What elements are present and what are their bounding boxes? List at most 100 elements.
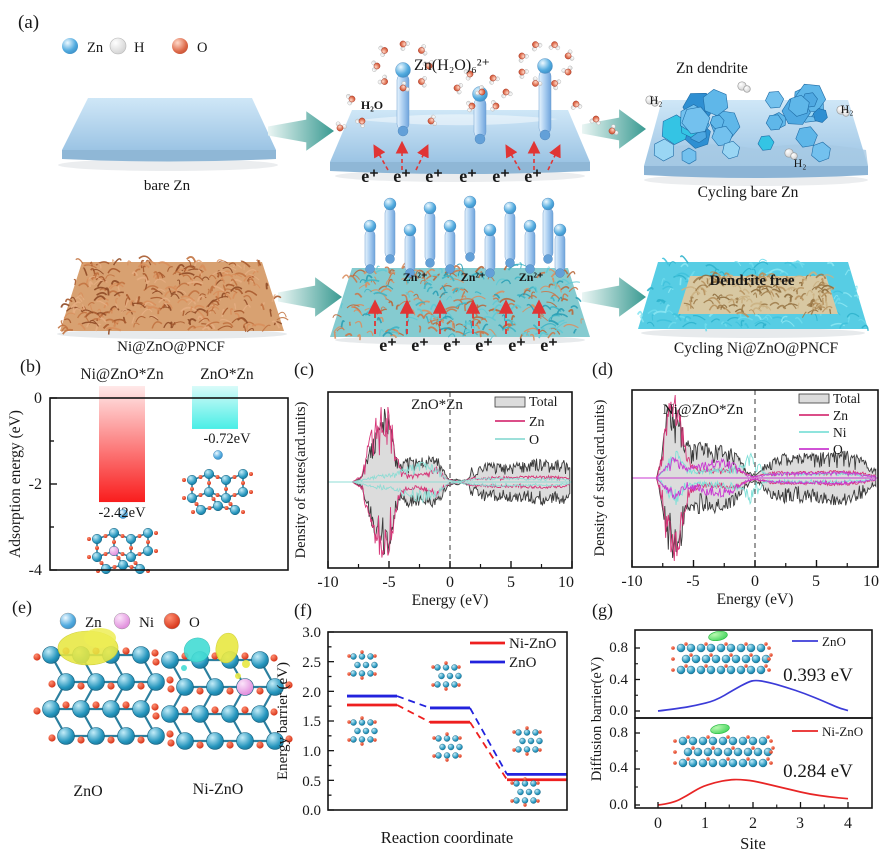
fiber-stroke [273, 295, 282, 300]
fiber-stroke [673, 274, 687, 280]
o-atom [120, 552, 125, 556]
o-atom [706, 735, 710, 739]
fiber-stroke [260, 303, 265, 311]
c-plot-frame [327, 391, 573, 569]
fiber-stroke [78, 282, 90, 288]
zn-atom [523, 746, 531, 753]
panel-b-plot-layer [50, 386, 253, 575]
fiber-stroke [475, 323, 481, 330]
o-atom [684, 664, 688, 668]
zn-atom [738, 736, 748, 746]
o-atom [458, 736, 462, 740]
energy-level-connector [396, 695, 431, 709]
fiber-stroke [70, 301, 81, 309]
fiber-stroke [99, 288, 107, 292]
fiber-stroke [449, 272, 458, 277]
fiber-stroke [441, 275, 455, 282]
zn-dendrite-crystal [765, 91, 785, 109]
fiber-stroke [405, 316, 418, 321]
fiber-stroke [425, 315, 430, 323]
fiber-stroke [340, 320, 346, 328]
adsorption-bar [192, 386, 238, 429]
zn-atom [358, 736, 366, 743]
fiber-stroke [772, 316, 786, 322]
fiber-stroke [821, 297, 825, 306]
zn-atom [358, 670, 366, 677]
fiber-stroke [662, 281, 671, 287]
zn-atom [456, 743, 463, 751]
water-molecule [490, 100, 500, 112]
water-molecule [427, 114, 437, 126]
fiber-stroke [661, 257, 670, 266]
rod-top-atom [503, 201, 517, 215]
fiber-stroke [176, 279, 181, 285]
fiber-stroke [215, 295, 220, 302]
zn-atom [452, 735, 459, 742]
fiber-stroke [829, 308, 832, 315]
zn-atom [716, 665, 726, 675]
o-atom [285, 735, 293, 743]
fiber-stroke [225, 283, 235, 287]
o-atom [87, 555, 91, 559]
diffusion-curve [657, 679, 849, 712]
fiber-stroke [425, 275, 437, 280]
fiber-stroke [186, 280, 204, 285]
o-atom [673, 761, 677, 765]
zn-atom [57, 673, 75, 691]
fiber-stroke [62, 328, 74, 335]
fiber-stroke [113, 318, 127, 324]
fiber-stroke [378, 285, 388, 291]
zn-atom [371, 727, 378, 735]
zn-atom [371, 661, 378, 669]
fiber-stroke [233, 310, 245, 314]
zn-atom [691, 654, 701, 664]
atom-sphere [109, 37, 127, 55]
zn-atom [237, 468, 249, 480]
fiber-stroke [560, 298, 569, 302]
zn-deposit-rod [473, 97, 487, 139]
fiber-stroke [273, 321, 283, 326]
electron-label: e⁺ [492, 166, 510, 186]
fiber-stroke [437, 317, 448, 323]
zn-atom [521, 797, 529, 804]
zn-atom [57, 727, 75, 745]
o-atom [431, 665, 435, 669]
o-atom [373, 672, 377, 676]
o-atom [194, 502, 199, 506]
g-xtick: 0 [654, 815, 662, 832]
panel-f-label: (f) [294, 600, 312, 621]
fiber-stroke [540, 323, 557, 329]
fiber-stroke [748, 262, 755, 268]
fiber-stroke [795, 260, 804, 268]
fiber-stroke [461, 291, 466, 298]
o-atom [466, 70, 474, 78]
o-atom [224, 487, 228, 491]
zn-atom [746, 665, 756, 675]
fiber-stroke [356, 334, 361, 341]
water-molecule [453, 83, 464, 95]
solvated-zinc-label: Zn(H₂O)₆²⁺ [414, 57, 490, 74]
zn-atom [42, 646, 60, 664]
electron-label: e⁺ [475, 335, 493, 355]
atom-sphere [172, 38, 188, 54]
fiber-stroke [243, 325, 247, 332]
fiber-stroke [656, 319, 672, 323]
zn-atom [536, 737, 543, 745]
o-atom [769, 761, 773, 765]
fiber-stroke [764, 314, 773, 319]
zn-atom [676, 643, 686, 653]
fiber-stroke [783, 293, 794, 298]
electron-flux-arrow [373, 144, 389, 171]
zn-dendrite-crystal [681, 147, 697, 165]
fiber-stroke [170, 293, 180, 300]
fiber-stroke [416, 313, 425, 320]
zn-atom [686, 643, 696, 653]
electron-label: e⁺ [540, 335, 558, 355]
o-atom [347, 672, 351, 676]
fiber-stroke [187, 259, 192, 267]
zn-atom [358, 719, 366, 726]
fiber-stroke [693, 299, 698, 305]
zn-atom [142, 545, 154, 557]
o-atom [592, 115, 600, 123]
